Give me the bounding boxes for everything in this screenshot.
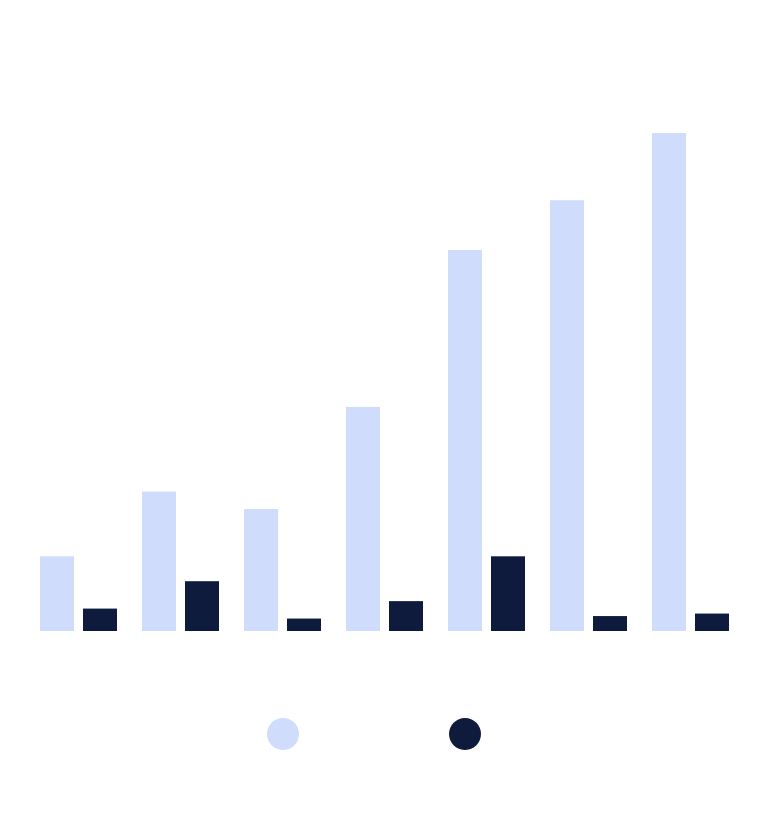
- bar-series-2-group-4: [389, 601, 423, 631]
- bar-series-2-group-7: [695, 613, 729, 631]
- legend-marker-series-1: [267, 718, 299, 750]
- bar-series-2-group-5: [491, 556, 525, 631]
- bar-series-2-group-3: [287, 618, 321, 631]
- bar-series-2-group-2: [185, 581, 219, 631]
- bar-series-1-group-6: [550, 200, 584, 632]
- bar-series-1-group-4: [346, 406, 380, 631]
- bar-series-1-group-7: [652, 133, 686, 631]
- legend: [267, 718, 481, 750]
- bar-series-1-group-2: [142, 491, 176, 631]
- bar-series-1-group-1: [40, 556, 74, 631]
- bar-series-1-group-5: [448, 250, 482, 631]
- bar-series-2-group-1: [83, 608, 117, 631]
- bars-layer: [40, 133, 729, 632]
- legend-marker-series-2: [449, 718, 481, 750]
- bar-series-2-group-6: [593, 616, 627, 631]
- bar-series-1-group-3: [244, 508, 278, 631]
